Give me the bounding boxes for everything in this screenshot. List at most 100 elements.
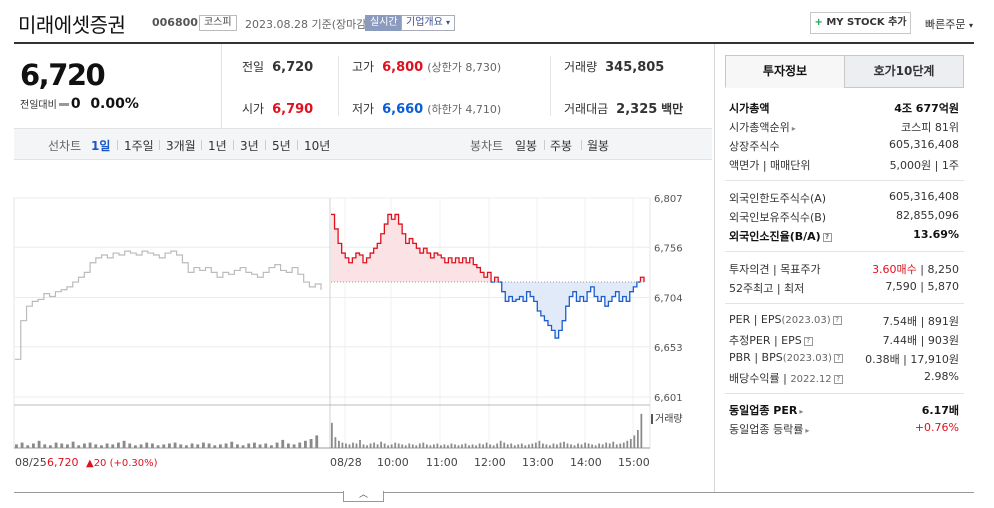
period-10y[interactable]: 10년 (304, 139, 331, 153)
period-5y[interactable]: 5년 (272, 139, 291, 153)
today-volume-bar (517, 444, 520, 448)
today-volume-bar (440, 445, 442, 448)
today-volume-bar (366, 445, 368, 448)
row-dividend: 배당수익률 | 2022.12? 2.98% (729, 370, 959, 385)
today-volume-bar (432, 444, 435, 448)
collapse-button[interactable]: ︿ (343, 491, 384, 502)
today-volume-bar (510, 443, 513, 448)
period-1d[interactable]: 1일 (91, 139, 111, 153)
prev-volume-bar (281, 439, 285, 448)
prev-volume-bar (275, 442, 279, 448)
divider (338, 56, 339, 116)
y-tick-label: 6,653 (654, 343, 683, 354)
today-volume-bar (573, 445, 576, 448)
period-3m[interactable]: 3개월 (166, 139, 196, 153)
today-volume-bar (408, 443, 411, 448)
today-volume-bar (566, 443, 569, 448)
footer-divider (14, 492, 974, 493)
period-1w[interactable]: 1주일 (124, 139, 154, 153)
today-volume-bar (376, 444, 379, 448)
today-volume-bar (415, 445, 418, 448)
candle-monthly[interactable]: 월봉 (587, 139, 610, 153)
prev-volume-bar (66, 444, 69, 448)
today-volume-bar (563, 441, 565, 448)
today-volume-bar (418, 443, 421, 448)
row-market-cap: 시가총액 4조 677억원 (729, 102, 959, 115)
today-volume-bar (570, 444, 572, 448)
prev-volume-bar (49, 445, 52, 448)
today-volume-bar (369, 443, 372, 448)
tab-quote-10[interactable]: 호가10단계 (844, 55, 964, 88)
today-volume-bar (341, 442, 344, 448)
candle-weekly[interactable]: 주봉 (550, 139, 573, 153)
today-volume-bar (549, 445, 551, 448)
chevron-up-icon: ︿ (358, 490, 368, 500)
row-sector-per[interactable]: 동일업종 PER ▸ 6.17배 (729, 404, 959, 417)
stock-header: 미래에셋증권 006800 코스피 2023.08.28 기준(장마감) 실시간… (0, 0, 994, 44)
prev-volume-bar (196, 444, 200, 448)
info-icon: ? (803, 336, 813, 346)
plus-icon: + (814, 17, 823, 28)
tab-invest-info[interactable]: 투자정보 (725, 55, 845, 88)
prev-volume-bar (315, 435, 319, 448)
row-opinion: 투자의견 | 목표주가 3.60매수 | 8,250 (729, 263, 959, 276)
today-volume-bar (464, 443, 467, 448)
chevron-down-icon: ▾ (446, 18, 451, 27)
period-3y[interactable]: 3년 (240, 139, 259, 153)
today-volume-bar (587, 443, 590, 448)
row-foreign-limit: 외국인한도주식수(A) 605,316,408 (729, 190, 959, 205)
x-tick-label: 11:00 (426, 456, 458, 469)
today-volume-bar (471, 444, 474, 448)
quick-order-button[interactable]: 빠른주문 ▾ (925, 18, 973, 31)
candle-daily[interactable]: 일봉 (515, 139, 538, 153)
today-volume-bar (524, 445, 527, 448)
prev-volume-bar (264, 443, 268, 448)
row-shares: 상장주식수 605,316,408 (729, 138, 959, 153)
prev-volume-bar (287, 443, 290, 448)
add-my-stock-button[interactable]: + MY STOCK 추가 (810, 12, 911, 34)
price-chart[interactable]: 6,807 6,756 6,704 6,653 6,601 거래량 08/25 08/28 10… (0, 160, 712, 505)
today-volume-bar (485, 442, 488, 448)
period-toolbar: 선차트 1일 1주일 3개월 1년 3년 5년 10년 봉차트 일봉 주봉 월봉 (14, 128, 712, 160)
today-volume-bar (527, 444, 530, 448)
prev-volume-bar (139, 444, 143, 448)
today-volume-bar (425, 444, 428, 448)
prev-volume-bar (292, 444, 296, 448)
today-volume-bar (355, 443, 358, 448)
today-volume-bar (629, 439, 632, 448)
period-1y[interactable]: 1년 (208, 139, 227, 153)
today-volume-bar (447, 445, 449, 448)
prev-volume-bar (145, 442, 149, 448)
row-foreign-hold: 외국인보유주식수(B) 82,855,096 (729, 209, 959, 224)
x-tick-label: 15:00 (618, 456, 650, 469)
current-price: 6,720 (20, 58, 106, 92)
prev-volume-bar (258, 444, 262, 448)
corp-overview-dropdown[interactable]: 기업개요 ▾ (401, 15, 456, 31)
prev-volume-bar (128, 443, 132, 448)
today-volume-bar (559, 442, 562, 448)
stat-open: 시가 6,790 (242, 102, 314, 117)
row-sector-change[interactable]: 동일업종 등락률 ▸ +0.76% (729, 421, 959, 436)
realtime-button[interactable]: 실시간 (365, 15, 403, 31)
stat-volume: 거래량 345,805 (564, 60, 665, 75)
today-volume-bar (373, 442, 375, 448)
today-volume-bar (383, 443, 386, 448)
y-tick-label: 6,601 (654, 393, 683, 404)
prev-volume-bar (37, 440, 41, 448)
row-cap-rank[interactable]: 시가총액순위 ▸ 코스피 81위 (729, 121, 959, 134)
today-volume-bar (345, 443, 347, 448)
prev-volume-bar (230, 441, 234, 448)
down-area (331, 282, 644, 339)
today-volume-bar (422, 442, 425, 448)
x-tick-label: 08/28 (330, 456, 362, 469)
today-volume-bar (545, 444, 548, 448)
prev-volume-bar (190, 443, 194, 448)
today-volume-bar (503, 442, 506, 448)
today-volume-bar (499, 440, 502, 448)
prev-volume-bar (100, 445, 103, 448)
prev-day-line (15, 250, 322, 360)
prev-volume-bar (168, 443, 171, 448)
today-volume-bar (436, 443, 439, 448)
prev-volume-bar (54, 442, 58, 448)
today-volume-bar (478, 443, 481, 448)
